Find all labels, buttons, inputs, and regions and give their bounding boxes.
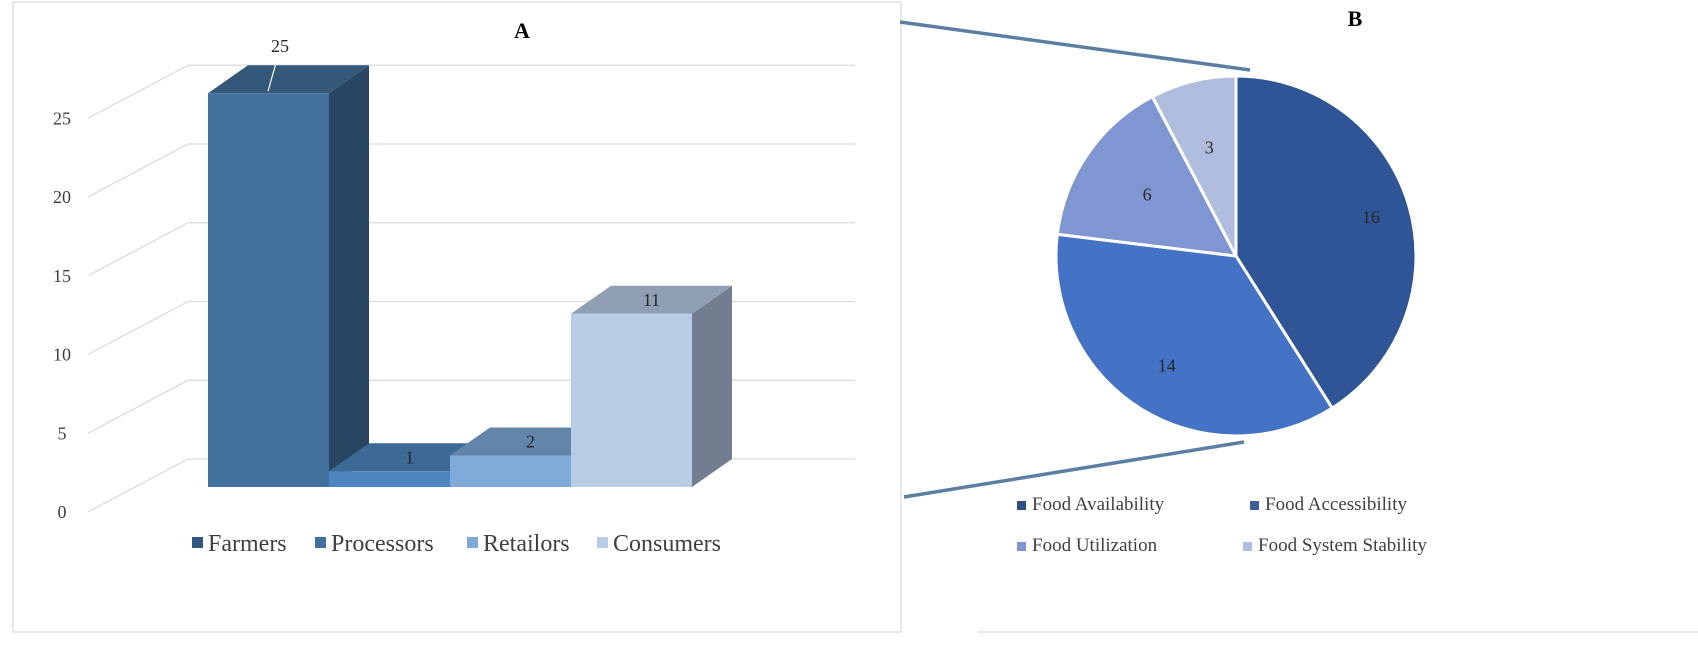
legend-swatch-food-availability — [1017, 501, 1026, 510]
bar-top-face — [450, 427, 611, 456]
legend-swatch-food-accessibility — [1250, 501, 1259, 510]
gridline-side-0 — [87, 458, 189, 513]
bar-front-face — [571, 313, 692, 487]
bar-top-face — [208, 65, 369, 94]
pie-data-label: 16 — [1362, 207, 1380, 227]
bar-chart-bars — [208, 65, 732, 487]
bar-chart-data-labels: 25 1 2 11 — [267, 36, 660, 467]
bar-side-face — [329, 65, 369, 487]
y-tick-label: 25 — [53, 108, 71, 128]
legend-label-retailors: Retailors — [483, 531, 570, 557]
panel-a-frame — [12, 1, 902, 633]
pie-slice-food-accessibility — [1054, 232, 1335, 438]
chart-a-title: A — [514, 18, 530, 43]
legend-label-food-system-stability: Food System Stability — [1258, 535, 1427, 556]
y-tick-label: 10 — [53, 345, 71, 365]
connector-line-top — [899, 20, 1251, 72]
bar-data-label: 25 — [271, 36, 289, 56]
legend-label-food-utilization: Food Utilization — [1032, 535, 1158, 556]
chart-b-title: B — [1348, 6, 1363, 31]
bar-label-leader — [267, 55, 279, 92]
legend-swatch-processors — [315, 537, 326, 548]
gridline-side-25 — [87, 64, 189, 119]
bar-top-face — [329, 443, 490, 472]
bar-consumers — [571, 285, 732, 487]
legend-swatch-farmers — [192, 537, 203, 548]
pie-slice-food-system-stability — [1150, 74, 1238, 257]
bar-front-face — [208, 93, 329, 487]
bar-side-face — [692, 285, 732, 487]
y-tick-label: 15 — [53, 266, 71, 286]
legend-label-consumers: Consumers — [613, 531, 721, 557]
pie-chart-data-labels: 16 14 6 3 — [1143, 138, 1380, 376]
y-tick-label: 20 — [53, 187, 71, 207]
gridline-side-20 — [87, 143, 189, 198]
gridline-side-15 — [87, 222, 189, 277]
bar-front-face — [329, 471, 450, 487]
legend-swatch-consumers — [597, 537, 608, 548]
pie-data-label: 6 — [1143, 185, 1152, 205]
gridline-side-10 — [87, 300, 189, 356]
legend-swatch-food-utilization — [1017, 542, 1026, 551]
zoom-connector-lines — [899, 20, 1251, 499]
legend-label-farmers: Farmers — [208, 531, 287, 557]
pie-data-label: 14 — [1158, 356, 1176, 376]
bar-data-label: 11 — [643, 290, 660, 310]
legend-label-food-availability: Food Availability — [1032, 494, 1165, 515]
bar-farmers — [208, 65, 369, 487]
pie-slice-food-utilization — [1055, 94, 1239, 258]
pie-chart-legend: Food Availability Food Accessibility Food … — [1017, 494, 1427, 556]
legend-swatch-food-system-stability — [1243, 542, 1252, 551]
legend-label-food-accessibility: Food Accessibility — [1265, 494, 1407, 515]
bar-front-face — [450, 455, 571, 487]
y-tick-label: 0 — [58, 502, 67, 522]
pie-chart-slices — [1054, 74, 1418, 438]
gridline-side-5 — [87, 379, 189, 434]
bar-top-face — [571, 285, 732, 314]
bar-chart-legend: Farmers Processors Retailors Consumers — [192, 531, 721, 557]
pie-data-label: 3 — [1205, 138, 1214, 158]
connector-line-bottom — [903, 440, 1245, 499]
y-tick-label: 5 — [58, 423, 67, 443]
legend-swatch-retailors — [467, 537, 478, 548]
legend-label-processors: Processors — [331, 531, 434, 557]
bar-data-label: 2 — [526, 432, 535, 452]
bar-data-label: 1 — [405, 447, 414, 467]
bar-chart-y-axis: 0 5 10 15 20 25 — [53, 108, 71, 522]
